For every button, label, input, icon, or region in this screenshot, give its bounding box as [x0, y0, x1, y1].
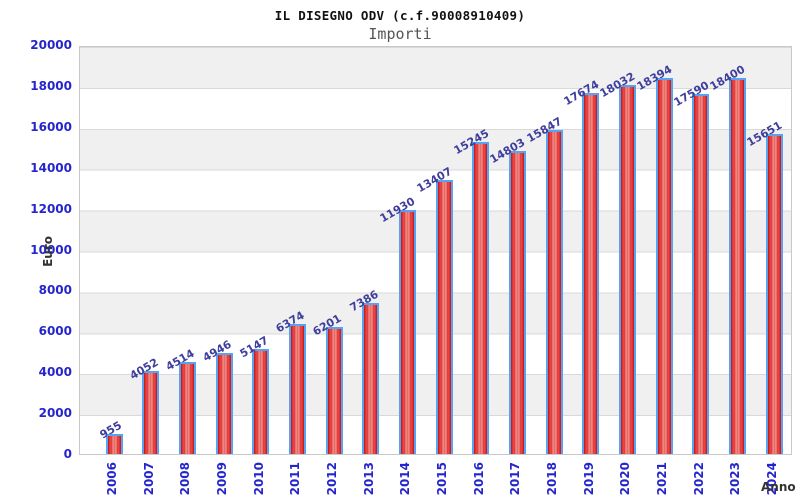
y-tick-label: 0 — [63, 447, 72, 461]
x-tick-label: 2018 — [545, 462, 559, 496]
y-tick-label: 8000 — [38, 283, 72, 298]
x-tick-label: 2021 — [655, 462, 669, 496]
x-tick-label: 2020 — [618, 462, 632, 496]
bar — [656, 78, 673, 454]
bar — [399, 210, 416, 454]
x-tick-label: 2013 — [362, 462, 376, 496]
bar — [252, 349, 269, 454]
bar — [766, 134, 783, 454]
bar — [546, 130, 563, 454]
bar — [692, 94, 709, 454]
x-tick-label: 2007 — [142, 462, 156, 496]
x-tick-label: 2014 — [398, 462, 412, 496]
bar — [106, 434, 123, 454]
y-tick-label: 20000 — [30, 38, 72, 52]
x-tick-label: 2022 — [692, 462, 706, 496]
y-tick-label: 10000 — [30, 242, 72, 257]
bar — [509, 151, 526, 454]
x-tick-label: 2006 — [105, 462, 119, 496]
chart-subtitle: Importi — [368, 25, 432, 43]
y-tick-label: 14000 — [30, 160, 72, 175]
bar — [142, 371, 159, 454]
x-tick-label: 2008 — [178, 462, 192, 496]
x-axis-title: Anno — [761, 480, 796, 494]
y-tick-label: 12000 — [30, 201, 72, 216]
bar — [289, 324, 306, 454]
bar — [179, 362, 196, 454]
x-tick-label: 2010 — [252, 462, 266, 496]
x-tick-label: 2012 — [325, 462, 339, 496]
chart-title: IL DISEGNO ODV (c.f.90008910409) — [274, 8, 526, 23]
bar — [436, 180, 453, 454]
y-tick-label: 4000 — [38, 365, 72, 380]
y-tick-label: 2000 — [38, 406, 72, 421]
bars-layer: 955 4052 4514 4946 5147 6374 6201 7386 11930 1340… — [80, 47, 791, 454]
x-tick-label: 2015 — [435, 462, 449, 496]
x-tick-label: 2023 — [728, 462, 742, 496]
x-tick-label: 2011 — [288, 462, 302, 496]
bar — [729, 78, 746, 454]
bar — [216, 353, 233, 454]
bar — [362, 303, 379, 454]
x-tick-label: 2016 — [472, 462, 486, 496]
bar — [326, 327, 343, 454]
bar — [582, 93, 599, 454]
x-tick-label: 2019 — [582, 462, 596, 496]
bar — [619, 85, 636, 454]
x-tick-label: 2017 — [508, 462, 522, 496]
y-tick-label: 6000 — [38, 324, 72, 339]
bar — [472, 142, 489, 454]
y-tick-label: 16000 — [30, 119, 72, 134]
plot-area: 955 4052 4514 4946 5147 6374 6201 7386 11930 1340… — [79, 46, 792, 455]
y-tick-label: 18000 — [30, 78, 72, 93]
x-tick-label: 2009 — [215, 462, 229, 496]
y-axis-title: Euro — [41, 236, 55, 267]
